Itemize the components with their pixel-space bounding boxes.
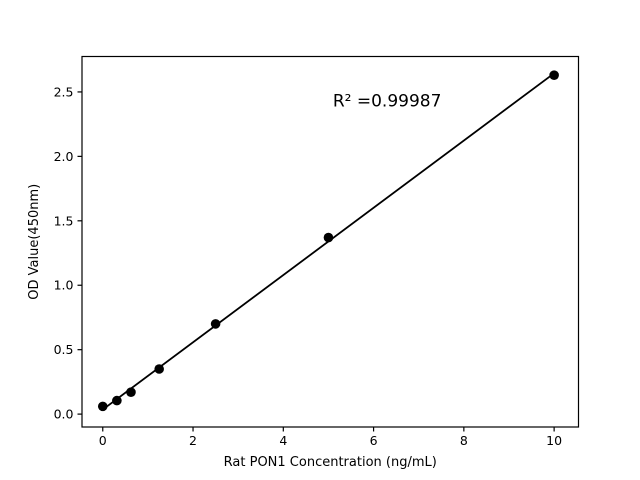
plot-border — [81, 55, 580, 428]
data-point — [154, 364, 164, 374]
x-axis-label: Rat PON1 Concentration (ng/mL) — [224, 455, 437, 470]
data-point — [549, 70, 559, 80]
y-axis-ticks: 0.0 0.5 1.0 1.5 2.0 2.5 — [54, 84, 82, 422]
x-tick-label: 8 — [460, 433, 468, 448]
data-points-group — [97, 70, 559, 412]
x-axis-ticks: 0 2 4 6 8 10 — [99, 427, 562, 448]
data-point — [112, 395, 122, 406]
x-tick-label: 6 — [370, 433, 378, 448]
y-tick-label: 2.0 — [54, 149, 74, 164]
data-point — [210, 319, 221, 329]
data-point — [97, 401, 108, 412]
y-axis-label: OD Value(450nm) — [27, 184, 42, 300]
r-squared-annotation: R² =0.99987 — [333, 91, 442, 111]
x-tick-label: 2 — [189, 433, 197, 448]
data-point — [323, 232, 334, 243]
y-tick-label: 2.5 — [54, 84, 74, 99]
y-tick-label: 0.0 — [54, 407, 74, 422]
y-tick-label: 1.5 — [54, 213, 74, 228]
data-point — [126, 387, 136, 398]
x-tick-label: 4 — [279, 433, 287, 448]
x-tick-label: 10 — [546, 433, 562, 448]
x-tick-label: 0 — [99, 433, 107, 448]
y-tick-label: 0.5 — [54, 342, 74, 357]
y-tick-label: 1.0 — [54, 278, 74, 293]
